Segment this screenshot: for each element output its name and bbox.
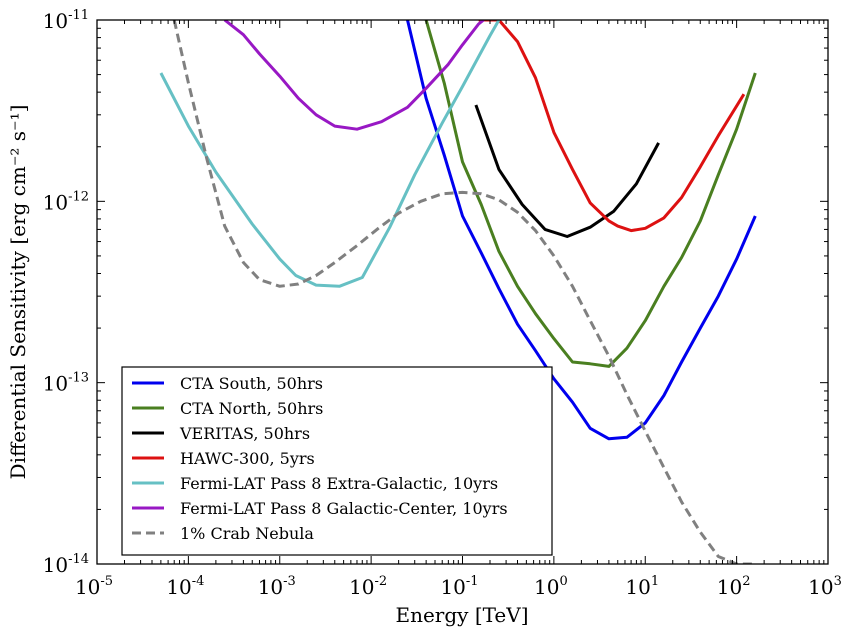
series-line-1 xyxy=(406,20,757,441)
x-tick-label: 100 xyxy=(534,574,568,599)
ticks-layer xyxy=(96,19,829,565)
y-tick-label: 10-11 xyxy=(43,8,89,33)
legend-label-5: Fermi-LAT Pass 8 Extra-Galactic, 10yrs xyxy=(180,474,498,493)
series-line-2 xyxy=(424,20,757,368)
x-tick-label: 10-1 xyxy=(440,574,478,599)
x-tick-label: 103 xyxy=(808,574,842,599)
series-line-7 xyxy=(172,20,756,564)
legend-label-4: HAWC-300, 5yrs xyxy=(180,449,315,468)
legend-label-3: VERITAS, 50hrs xyxy=(179,424,310,443)
series-line-4 xyxy=(478,20,746,233)
legend-label-2: CTA North, 50hrs xyxy=(180,399,323,418)
legend: CTA South, 50hrs CTA North, 50hrs VERITAS,… xyxy=(121,366,553,556)
legend-label-1: CTA South, 50hrs xyxy=(180,374,323,393)
y-tick-label: 10-12 xyxy=(43,189,89,214)
series-line-6 xyxy=(223,20,485,131)
series-layer xyxy=(159,20,757,564)
x-tick-label: 10-2 xyxy=(349,574,387,599)
legend-label-7: 1% Crab Nebula xyxy=(180,524,314,543)
series-line-5 xyxy=(159,20,501,288)
legend-label-6: Fermi-LAT Pass 8 Galactic-Center, 10yrs xyxy=(180,499,508,518)
x-tick-label: 10-5 xyxy=(75,574,113,599)
y-tick-label: 10-14 xyxy=(43,552,89,577)
legend-box xyxy=(121,366,553,556)
x-tick-label: 10-3 xyxy=(258,574,296,599)
y-axis-label: Differential Sensitivity [erg cm⁻² s⁻¹] xyxy=(6,105,30,480)
x-tick-label: 102 xyxy=(717,574,751,599)
series-line-3 xyxy=(474,104,660,238)
x-tick-label: 101 xyxy=(625,574,659,599)
tick-labels-layer: 10-5 10-4 10-3 10-2 10-1 100 101 102 103 10-14 10-… xyxy=(43,8,842,599)
x-tick-label: 10-4 xyxy=(166,574,204,599)
x-axis-label: Energy [TeV] xyxy=(395,603,528,627)
y-tick-label: 10-13 xyxy=(43,371,89,396)
